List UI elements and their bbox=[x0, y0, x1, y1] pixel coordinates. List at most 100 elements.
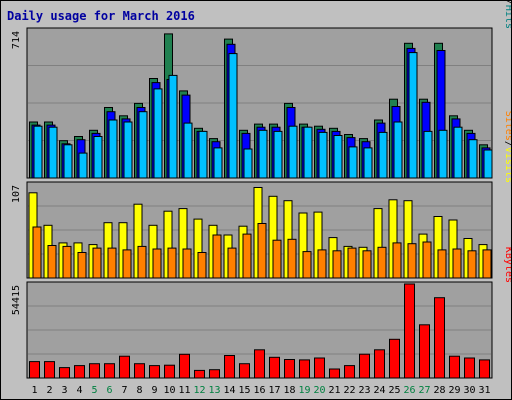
bar-sites-day-11 bbox=[182, 248, 192, 279]
bar-kbytes-day-20 bbox=[314, 357, 325, 379]
y-axis-max-label: 54415 bbox=[11, 285, 22, 315]
day-label-14: 14 bbox=[223, 385, 235, 396]
day-label-23: 23 bbox=[358, 385, 370, 396]
day-label-2: 2 bbox=[46, 385, 52, 396]
day-label-24: 24 bbox=[373, 385, 385, 396]
bar-sites-day-5 bbox=[92, 247, 102, 279]
bar-kbytes-day-12 bbox=[194, 369, 205, 379]
bar-pages-day-16 bbox=[258, 129, 268, 179]
bar-kbytes-day-2 bbox=[44, 361, 55, 379]
day-label-31: 31 bbox=[478, 385, 490, 396]
bar-sites-day-12 bbox=[197, 252, 207, 279]
panel-legend: Pages/Files/Hits bbox=[503, 1, 511, 29]
bar-sites-day-10 bbox=[167, 247, 177, 279]
bar-pages-day-28 bbox=[438, 129, 448, 179]
bar-kbytes-day-30 bbox=[464, 357, 475, 379]
bar-kbytes-day-29 bbox=[449, 355, 460, 379]
bar-pages-day-27 bbox=[423, 130, 433, 179]
bar-sites-day-2 bbox=[47, 245, 57, 279]
bar-pages-day-29 bbox=[453, 126, 463, 179]
day-label-30: 30 bbox=[463, 385, 475, 396]
panel-hits-files-pages: 714 Pages/Files/Hits bbox=[11, 1, 511, 179]
day-label-6: 6 bbox=[106, 385, 112, 396]
legend-entry: Sites bbox=[503, 111, 511, 141]
panel-visits-sites: 107 Sites/Visits bbox=[11, 111, 511, 279]
bar-sites-day-27 bbox=[422, 241, 432, 279]
bar-sites-day-23 bbox=[362, 250, 372, 279]
bar-kbytes-day-31 bbox=[479, 359, 490, 379]
bar-kbytes-day-26 bbox=[404, 283, 415, 379]
bar-pages-day-25 bbox=[393, 121, 403, 179]
bar-kbytes-day-11 bbox=[179, 353, 190, 379]
bar-sites-day-19 bbox=[302, 251, 312, 279]
legend-entry: Visits bbox=[503, 147, 511, 183]
bar-kbytes-day-4 bbox=[74, 365, 85, 379]
bar-kbytes-day-7 bbox=[119, 355, 130, 379]
bar-kbytes-day-13 bbox=[209, 369, 220, 379]
bar-pages-day-8 bbox=[138, 111, 148, 179]
bar-sites-day-30 bbox=[467, 250, 477, 279]
bar-pages-day-4 bbox=[78, 152, 88, 179]
day-label-28: 28 bbox=[433, 385, 445, 396]
day-label-3: 3 bbox=[61, 385, 67, 396]
bar-sites-day-4 bbox=[77, 252, 87, 279]
bar-sites-day-22 bbox=[347, 247, 357, 279]
day-label-1: 1 bbox=[31, 385, 37, 396]
bar-kbytes-day-28 bbox=[434, 297, 445, 379]
bar-kbytes-day-5 bbox=[89, 363, 100, 379]
day-label-20: 20 bbox=[313, 385, 325, 396]
bar-sites-day-28 bbox=[437, 249, 447, 279]
bar-sites-day-29 bbox=[452, 248, 462, 279]
legend-entry: Hits bbox=[503, 5, 511, 29]
day-label-27: 27 bbox=[418, 385, 430, 396]
bar-pages-day-17 bbox=[273, 130, 283, 179]
bar-pages-day-15 bbox=[243, 148, 253, 179]
bar-sites-day-15 bbox=[242, 233, 252, 279]
bar-kbytes-day-21 bbox=[329, 368, 340, 379]
day-label-8: 8 bbox=[136, 385, 142, 396]
bar-sites-day-1 bbox=[32, 226, 42, 279]
bar-kbytes-day-9 bbox=[149, 365, 160, 379]
legend-entry: KBytes bbox=[503, 247, 511, 283]
day-label-9: 9 bbox=[151, 385, 157, 396]
panel-legend: Sites/Visits bbox=[503, 111, 511, 183]
bar-pages-day-1 bbox=[33, 125, 43, 179]
bar-kbytes-day-23 bbox=[359, 353, 370, 379]
bar-sites-day-13 bbox=[212, 234, 222, 279]
bar-kbytes-day-3 bbox=[59, 367, 70, 379]
day-label-18: 18 bbox=[283, 385, 295, 396]
bar-sites-day-3 bbox=[62, 245, 72, 279]
panel-legend: KBytes bbox=[503, 247, 511, 283]
day-label-17: 17 bbox=[268, 385, 280, 396]
day-label-4: 4 bbox=[76, 385, 82, 396]
bar-pages-day-7 bbox=[123, 121, 133, 179]
bar-kbytes-day-15 bbox=[239, 363, 250, 379]
bar-sites-day-16 bbox=[257, 223, 267, 279]
bar-pages-day-2 bbox=[48, 126, 58, 179]
bar-pages-day-11 bbox=[183, 122, 193, 179]
bar-sites-day-18 bbox=[287, 238, 297, 279]
legend-entry: / bbox=[503, 1, 511, 5]
bar-sites-day-21 bbox=[332, 250, 342, 279]
bar-pages-day-6 bbox=[108, 119, 118, 179]
day-label-29: 29 bbox=[448, 385, 460, 396]
y-axis-max-label: 107 bbox=[11, 185, 22, 203]
legend-entry: / bbox=[503, 141, 511, 147]
bar-pages-day-19 bbox=[303, 126, 313, 179]
bar-kbytes-day-22 bbox=[344, 365, 355, 379]
day-label-16: 16 bbox=[253, 385, 265, 396]
bar-pages-day-14 bbox=[228, 53, 238, 179]
bar-pages-day-10 bbox=[168, 74, 178, 179]
bar-sites-day-17 bbox=[272, 239, 282, 279]
bar-pages-day-13 bbox=[213, 147, 223, 179]
bar-pages-day-26 bbox=[408, 52, 418, 179]
bar-pages-day-18 bbox=[288, 125, 298, 179]
bar-sites-day-24 bbox=[377, 246, 387, 279]
day-label-19: 19 bbox=[298, 385, 310, 396]
bar-kbytes-day-19 bbox=[299, 359, 310, 379]
day-label-15: 15 bbox=[238, 385, 250, 396]
x-axis-day-labels: 1 2 3 4 5 6 7 8 9 10 11 12 13 14 15 16 17 18 19 20 21 22 23 24 2… bbox=[31, 385, 490, 396]
chart-title: Daily usage for March 2016 bbox=[7, 9, 195, 23]
day-label-10: 10 bbox=[163, 385, 175, 396]
